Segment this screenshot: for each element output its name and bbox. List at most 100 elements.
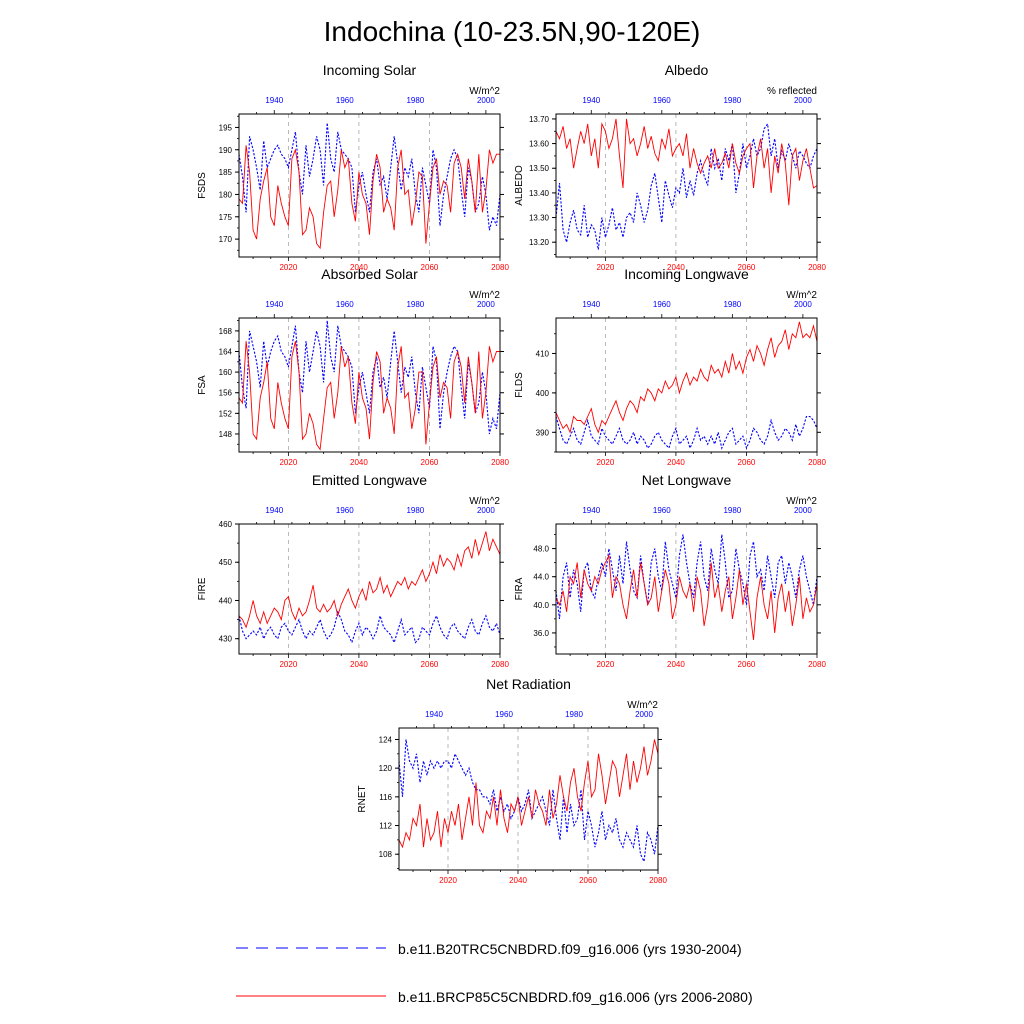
x-tick-label-future: 2040 bbox=[350, 263, 368, 272]
y-tick-label: 13.50 bbox=[529, 164, 550, 173]
series-line-future bbox=[555, 118, 818, 206]
series-line-hist bbox=[238, 610, 501, 645]
units-label: W/m^2 bbox=[786, 496, 817, 507]
x-tick-label-hist: 1960 bbox=[653, 506, 671, 515]
series-line-hist bbox=[238, 320, 501, 435]
y-tick-label: 116 bbox=[379, 793, 392, 802]
x-tick-label-hist: 1960 bbox=[653, 300, 671, 309]
x-tick-label-future: 2040 bbox=[667, 660, 685, 669]
y-tick-label: 390 bbox=[536, 428, 550, 437]
x-tick-label-future: 2020 bbox=[596, 458, 614, 467]
x-tick-label-future: 2060 bbox=[738, 458, 756, 467]
x-tick-label-hist: 2000 bbox=[794, 96, 812, 105]
panel-fire: Emitted Longwave W/m^2 FIRE 430 440 450 460 202… bbox=[197, 472, 509, 669]
y-tick-label: 48.0 bbox=[533, 545, 549, 554]
legend-label-hist: b.e11.B20TRC5CNBDRD.f09_g16.006 (yrs 193… bbox=[398, 941, 742, 957]
x-tick-label-hist: 1980 bbox=[723, 96, 741, 105]
y-tick-label: 152 bbox=[219, 409, 233, 418]
x-tick-label-hist: 1940 bbox=[265, 96, 283, 105]
x-tick-label-future: 2080 bbox=[649, 876, 667, 885]
x-tick-label-hist: 1940 bbox=[582, 96, 600, 105]
panel-fira: Net Longwave W/m^2 FIRA 36.0 40.0 44.0 48.0 202… bbox=[514, 472, 826, 669]
y-axis-label: FIRA bbox=[514, 577, 525, 600]
y-axis-label: FIRE bbox=[197, 577, 208, 600]
x-tick-label-hist: 2000 bbox=[477, 300, 495, 309]
panel-title: Net Radiation bbox=[486, 676, 571, 692]
panel-fsds: Incoming Solar W/m^2 FSDS 170 175 180 185 190 19… bbox=[197, 62, 509, 272]
y-tick-label: 124 bbox=[379, 735, 393, 744]
x-tick-label-hist: 1980 bbox=[406, 300, 424, 309]
units-label: W/m^2 bbox=[786, 290, 817, 301]
y-tick-label: 185 bbox=[219, 168, 233, 177]
panel-albedo: Albedo % reflected ALBEDO 13.20 13.30 13.40 13… bbox=[514, 62, 826, 272]
y-tick-label: 13.70 bbox=[529, 115, 550, 124]
x-tick-label-future: 2020 bbox=[439, 876, 457, 885]
panel-title: Incoming Solar bbox=[323, 62, 417, 78]
x-tick-label-hist: 1940 bbox=[582, 300, 600, 309]
y-tick-label: 13.30 bbox=[529, 214, 550, 223]
units-label: W/m^2 bbox=[469, 86, 500, 97]
x-tick-label-hist: 1940 bbox=[265, 300, 283, 309]
x-tick-label-future: 2020 bbox=[596, 263, 614, 272]
figure-title: Indochina (10-23.5N,90-120E) bbox=[324, 16, 701, 47]
plot-frame bbox=[238, 523, 501, 655]
y-tick-label: 156 bbox=[219, 389, 233, 398]
x-tick-label-hist: 2000 bbox=[794, 300, 812, 309]
x-tick-label-future: 2080 bbox=[491, 458, 509, 467]
x-tick-label-future: 2080 bbox=[808, 660, 826, 669]
x-tick-label-future: 2040 bbox=[350, 660, 368, 669]
units-label: W/m^2 bbox=[627, 700, 658, 711]
x-tick-label-hist: 1960 bbox=[653, 96, 671, 105]
x-tick-label-future: 2060 bbox=[579, 876, 597, 885]
x-tick-label-hist: 1960 bbox=[336, 96, 354, 105]
y-tick-label: 450 bbox=[219, 558, 233, 567]
y-axis-label: FSA bbox=[197, 375, 208, 395]
panel-rnet: Net Radiation W/m^2 RNET 108 112 116 120 124 202… bbox=[357, 676, 667, 885]
series-line-hist bbox=[555, 122, 818, 250]
x-tick-label-future: 2080 bbox=[491, 263, 509, 272]
y-tick-label: 440 bbox=[219, 596, 233, 605]
x-tick-label-future: 2020 bbox=[279, 458, 297, 467]
y-tick-label: 36.0 bbox=[533, 629, 549, 638]
plot-frame bbox=[398, 727, 659, 871]
series-line-hist bbox=[398, 739, 659, 864]
x-tick-label-future: 2020 bbox=[279, 263, 297, 272]
x-tick-label-future: 2040 bbox=[667, 263, 685, 272]
legend: b.e11.B20TRC5CNBDRD.f09_g16.006 (yrs 193… bbox=[236, 941, 753, 1005]
panel-flds: Incoming Longwave W/m^2 FLDS 390 400 410 2020 2… bbox=[514, 266, 826, 467]
x-tick-label-future: 2040 bbox=[509, 876, 527, 885]
x-tick-label-hist: 1980 bbox=[406, 96, 424, 105]
units-label: W/m^2 bbox=[469, 496, 500, 507]
legend-label-future: b.e11.BRCP85C5CNBDRD.f09_g16.006 (yrs 20… bbox=[398, 989, 753, 1005]
x-tick-label-future: 2060 bbox=[738, 660, 756, 669]
plot-frame bbox=[555, 523, 818, 655]
y-tick-label: 180 bbox=[219, 190, 233, 199]
y-tick-label: 13.20 bbox=[529, 238, 550, 247]
y-axis-label: FSDS bbox=[197, 172, 208, 199]
y-tick-label: 195 bbox=[219, 123, 233, 132]
x-tick-label-future: 2040 bbox=[350, 458, 368, 467]
x-tick-label-future: 2020 bbox=[596, 660, 614, 669]
series-line-hist bbox=[555, 534, 818, 619]
x-tick-label-hist: 2000 bbox=[635, 710, 653, 719]
x-tick-label-hist: 1980 bbox=[565, 710, 583, 719]
x-tick-label-future: 2060 bbox=[738, 263, 756, 272]
x-tick-label-future: 2080 bbox=[491, 660, 509, 669]
y-tick-label: 170 bbox=[219, 235, 233, 244]
x-tick-label-hist: 2000 bbox=[477, 96, 495, 105]
panel-title: Emitted Longwave bbox=[312, 472, 427, 488]
x-tick-label-future: 2060 bbox=[421, 263, 439, 272]
x-tick-label-hist: 1980 bbox=[406, 506, 424, 515]
plot-frame bbox=[238, 317, 501, 453]
y-tick-label: 430 bbox=[219, 635, 233, 644]
y-tick-label: 108 bbox=[379, 850, 393, 859]
panel-fsa: Absorbed Solar W/m^2 FSA 148 152 156 160 164 168… bbox=[197, 266, 509, 467]
x-tick-label-future: 2020 bbox=[279, 660, 297, 669]
plot-frame bbox=[238, 113, 501, 258]
panel-title: Absorbed Solar bbox=[321, 266, 418, 282]
x-tick-label-future: 2060 bbox=[421, 458, 439, 467]
plot-frame bbox=[555, 317, 818, 453]
y-axis-label: RNET bbox=[357, 785, 368, 812]
x-tick-label-future: 2080 bbox=[808, 458, 826, 467]
